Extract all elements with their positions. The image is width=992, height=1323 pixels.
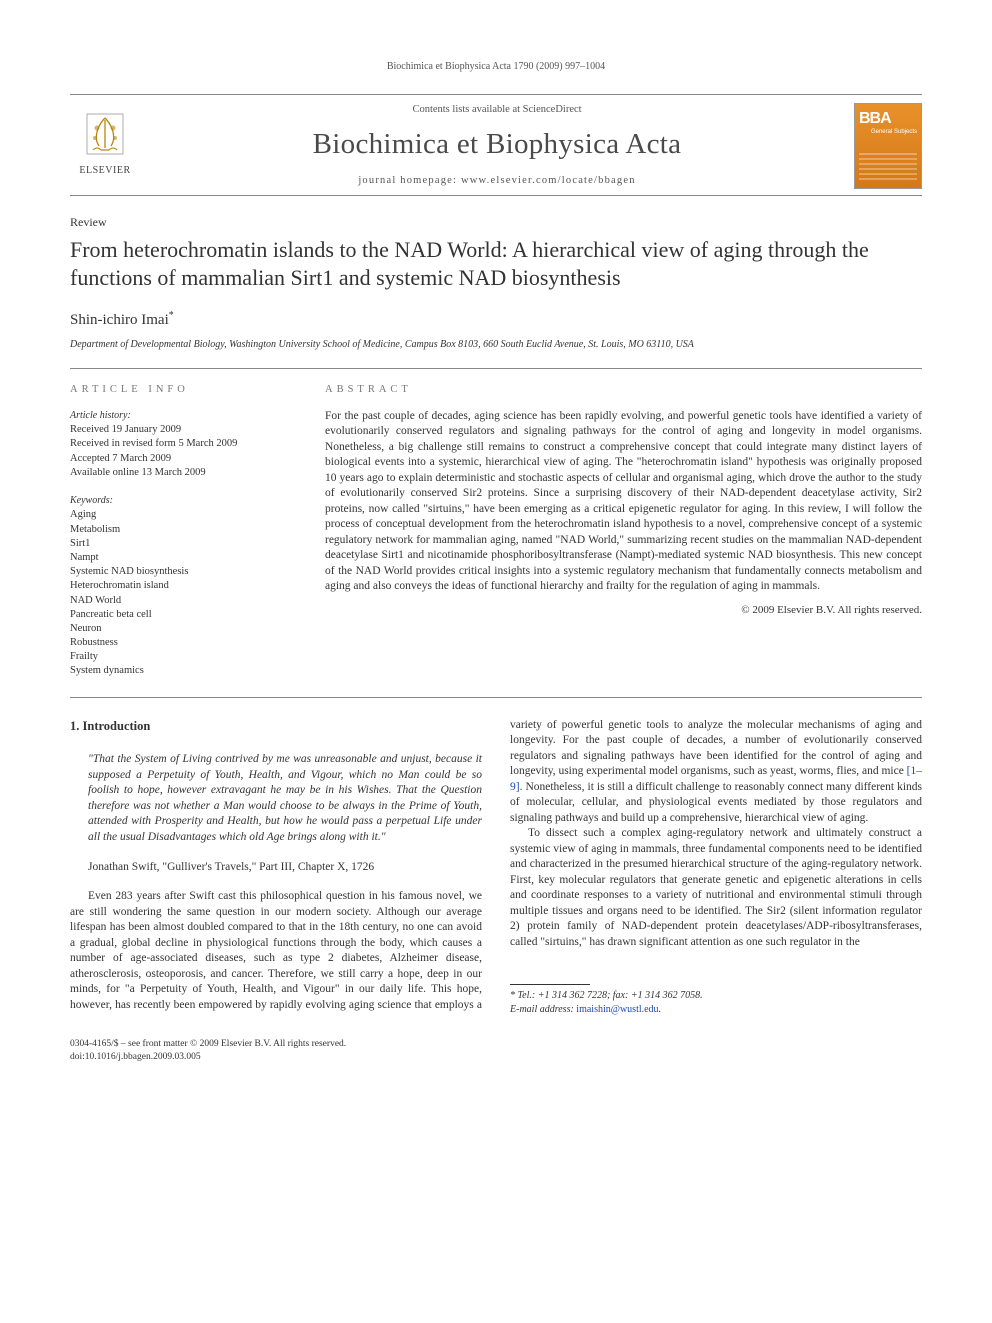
affiliation: Department of Developmental Biology, Was…: [70, 338, 922, 352]
keyword: Sirt1: [70, 537, 285, 551]
epigraph-attribution: Jonathan Swift, "Gulliver's Travels," Pa…: [70, 860, 482, 876]
keyword: Metabolism: [70, 523, 285, 537]
homepage-url[interactable]: www.elsevier.com/locate/bbagen: [461, 175, 636, 186]
corresponding-marker: *: [169, 310, 174, 321]
page-footer: 0304-4165/$ – see front matter © 2009 El…: [70, 1038, 922, 1063]
email-suffix: .: [659, 1004, 662, 1015]
article-info-header: article info: [70, 383, 285, 397]
keyword: Pancreatic beta cell: [70, 608, 285, 622]
contents-available-line: Contents lists available at ScienceDirec…: [160, 103, 834, 117]
article-history-label: Article history:: [70, 409, 285, 423]
history-accepted: Accepted 7 March 2009: [70, 452, 285, 466]
fax-label: fax:: [613, 990, 631, 1001]
body-paragraph: To dissect such a complex aging-regulato…: [510, 826, 922, 950]
running-head: Biochimica et Biophysica Acta 1790 (2009…: [70, 60, 922, 74]
email-footnote: E-mail address: imaishin@wustl.edu.: [510, 1003, 922, 1017]
footnote-marker: *: [510, 990, 515, 1001]
fax-value: +1 314 362 7058.: [631, 990, 703, 1001]
elsevier-logo: ELSEVIER: [70, 103, 140, 181]
abstract-text: For the past couple of decades, aging sc…: [325, 409, 922, 595]
bba-cover-subtitle: General Subjects: [871, 128, 917, 136]
elsevier-tree-icon: [77, 106, 133, 162]
epigraph-quote: "That the System of Living contrived by …: [70, 752, 482, 845]
author-text: Shin-ichiro Imai: [70, 312, 169, 328]
journal-cover-thumbnail: BBA General Subjects: [854, 103, 922, 189]
elsevier-label: ELSEVIER: [79, 164, 130, 178]
keyword: Systemic NAD biosynthesis: [70, 565, 285, 579]
tel-value: +1 314 362 7228;: [538, 990, 613, 1001]
section-heading-introduction: 1. Introduction: [70, 718, 482, 735]
keyword: NAD World: [70, 594, 285, 608]
keyword: Aging: [70, 508, 285, 522]
footer-front-matter: 0304-4165/$ – see front matter © 2009 El…: [70, 1038, 922, 1050]
para-text: . Nonetheless, it is still a difficult c…: [510, 781, 922, 824]
copyright-line: © 2009 Elsevier B.V. All rights reserved…: [325, 603, 922, 618]
article-type: Review: [70, 214, 922, 230]
article-info-column: article info Article history: Received 1…: [70, 383, 285, 679]
keyword: Neuron: [70, 622, 285, 636]
article-title: From heterochromatin islands to the NAD …: [70, 236, 922, 293]
abstract-header: abstract: [325, 383, 922, 397]
keyword: System dynamics: [70, 664, 285, 678]
keyword: Nampt: [70, 551, 285, 565]
divider: [70, 697, 922, 698]
keyword: Robustness: [70, 636, 285, 650]
corresponding-author-footnote: * Tel.: +1 314 362 7228; fax: +1 314 362…: [510, 989, 922, 1003]
history-received: Received 19 January 2009: [70, 423, 285, 437]
history-revised: Received in revised form 5 March 2009: [70, 437, 285, 451]
tel-label: Tel.:: [518, 990, 538, 1001]
journal-homepage-line: journal homepage: www.elsevier.com/locat…: [160, 174, 834, 188]
history-online: Available online 13 March 2009: [70, 466, 285, 480]
bba-cover-label: BBA: [859, 108, 917, 130]
sciencedirect-link[interactable]: ScienceDirect: [523, 104, 582, 115]
author-name: Shin-ichiro Imai*: [70, 309, 922, 330]
bba-cover-decoration: [859, 150, 917, 180]
abstract-column: abstract For the past couple of decades,…: [325, 383, 922, 679]
keywords-label: Keywords:: [70, 494, 285, 508]
journal-name: Biochimica et Biophysica Acta: [160, 125, 834, 164]
body-text-columns: 1. Introduction "That the System of Livi…: [70, 718, 922, 1017]
footnote-divider: [510, 984, 590, 985]
info-abstract-row: article info Article history: Received 1…: [70, 369, 922, 697]
keyword: Frailty: [70, 650, 285, 664]
homepage-prefix: journal homepage:: [358, 175, 461, 186]
contents-prefix: Contents lists available at: [412, 104, 522, 115]
keyword: Heterochromatin island: [70, 579, 285, 593]
email-label: E-mail address:: [510, 1004, 576, 1015]
author-email-link[interactable]: imaishin@wustl.edu: [576, 1004, 658, 1015]
footnote-region: * Tel.: +1 314 362 7228; fax: +1 314 362…: [510, 978, 922, 1016]
journal-header: ELSEVIER Contents lists available at Sci…: [70, 94, 922, 196]
footer-doi: doi:10.1016/j.bbagen.2009.03.005: [70, 1051, 922, 1063]
